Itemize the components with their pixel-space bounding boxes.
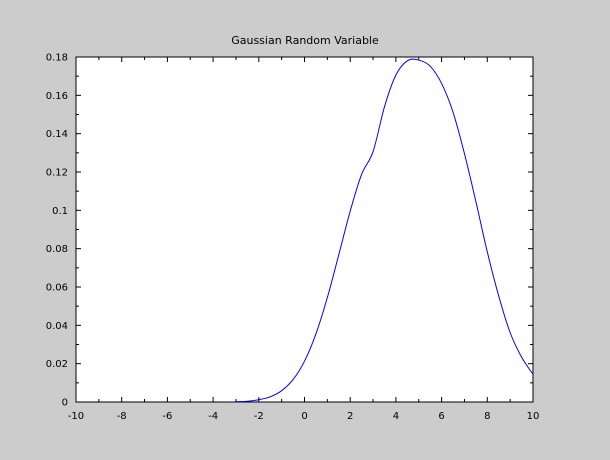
y-tick-label: 0.18 — [46, 53, 68, 64]
y-tick-label: 0.1 — [52, 206, 68, 217]
x-tick-label: 4 — [393, 411, 399, 422]
series-line — [235, 58, 534, 403]
x-tick-label: -10 — [68, 411, 84, 422]
y-tick-label: 0.06 — [46, 283, 68, 294]
x-tick-label: -6 — [162, 411, 172, 422]
y-tick-label: 0.02 — [46, 359, 68, 370]
y-tick-label: 0.08 — [46, 244, 68, 255]
chart-title: Gaussian Random Variable — [231, 34, 379, 47]
y-tick-label: 0.16 — [46, 91, 68, 102]
x-tick-label: 6 — [438, 411, 444, 422]
x-tick-label: -2 — [254, 411, 264, 422]
x-tick-label: 2 — [347, 411, 353, 422]
x-tick-label: 0 — [301, 411, 307, 422]
y-tick-label: 0 — [62, 398, 68, 409]
x-tick-label: 8 — [484, 411, 490, 422]
plot-area — [75, 56, 534, 403]
x-tick-label: -4 — [208, 411, 218, 422]
x-tick-label: 10 — [527, 411, 540, 422]
x-axis: -10 -8 -6 -4 -2 0 2 4 6 8 10 — [68, 57, 540, 422]
y-tick-label: 0.14 — [46, 129, 68, 140]
y-tick-label: 0.04 — [46, 321, 68, 332]
y-tick-label: 0.12 — [46, 168, 68, 179]
series-layer — [235, 58, 534, 403]
y-axis: 0 0.02 0.04 0.06 0.08 0.1 0.12 0.14 0.16 0.18 — [46, 53, 533, 409]
x-tick-label: -8 — [117, 411, 127, 422]
